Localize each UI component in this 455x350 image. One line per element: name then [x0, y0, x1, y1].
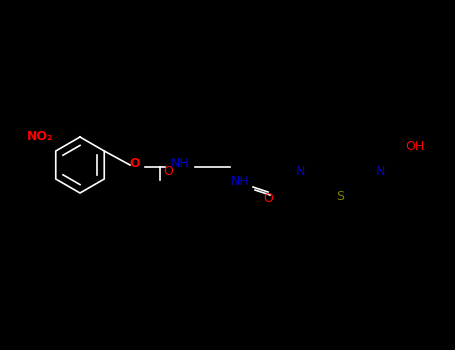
Text: O: O	[263, 192, 273, 205]
Text: NH: NH	[231, 175, 249, 188]
Text: NH: NH	[171, 157, 189, 170]
Text: O: O	[163, 165, 173, 178]
Text: NO₂: NO₂	[27, 130, 53, 143]
Text: S: S	[336, 190, 344, 203]
Text: N: N	[375, 165, 384, 178]
Text: N: N	[295, 165, 305, 178]
Text: O: O	[130, 157, 140, 170]
Text: OH: OH	[405, 140, 425, 153]
